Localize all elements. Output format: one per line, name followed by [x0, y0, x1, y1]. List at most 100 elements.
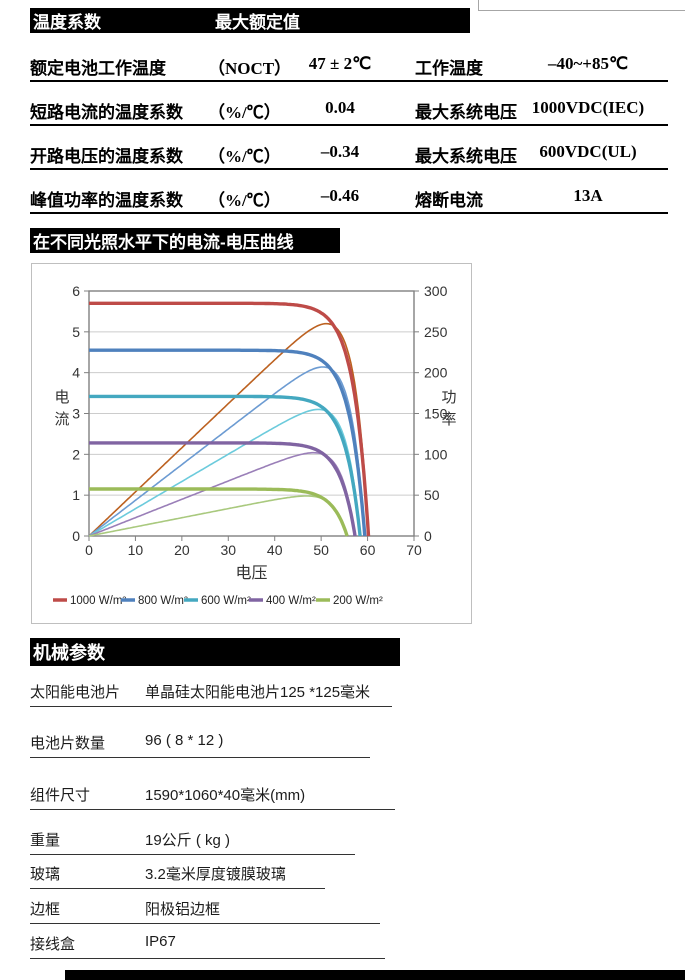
y-right-tick-label: 300 [424, 283, 448, 299]
spec-unit: （%/℃） [208, 147, 281, 166]
spec-unit: （NOCT） [208, 59, 292, 78]
iv-curve-0 [89, 301, 371, 537]
mech-value: 1590*1060*40毫米(mm) [145, 787, 306, 804]
mech-value: IP67 [145, 933, 176, 950]
mech-value: 19公斤 ( kg ) [145, 832, 231, 849]
iv-section-title: 在不同光照水平下的电流-电压曲线 [33, 233, 294, 252]
topright-cell-line [478, 0, 685, 11]
y-left-tick-label: 5 [72, 324, 80, 340]
y-right-tick-label: 200 [424, 365, 448, 381]
spec-row: 额定电池工作温度 （NOCT） 47 ± 2℃ 工作温度 –40~+85℃ [30, 52, 668, 82]
x-axis-title: 电压 [235, 564, 267, 582]
spec-label2: 最大系统电压 [415, 103, 517, 122]
spec-label: 短路电流的温度系数 [30, 103, 183, 122]
spec-value2: 600VDC(UL) [539, 142, 637, 161]
y-right-tick-label: 250 [424, 324, 448, 340]
mech-value: 单晶硅太阳能电池片125 *125毫米 [145, 684, 371, 701]
y-right-axis-title: 功率 [441, 389, 456, 428]
x-tick-label: 10 [128, 542, 144, 558]
y-right-tick-label: 0 [424, 528, 432, 544]
pv-curve-0 [88, 322, 370, 537]
legend-label: 1000 W/m² [70, 595, 126, 607]
y-left-tick-label: 4 [72, 365, 80, 381]
spec-value2: –40~+85℃ [547, 54, 629, 73]
mech-label: 太阳能电池片 [30, 684, 121, 701]
iv-curve-3 [89, 441, 357, 537]
mech-row: 组件尺寸 1590*1060*40毫米(mm) [30, 784, 395, 810]
y-left-tick-label: 6 [72, 283, 80, 299]
legend-item: 400 W/m² [249, 595, 316, 607]
x-tick-label: 70 [406, 542, 422, 558]
spec-header-col2: 最大额定值 [215, 13, 300, 32]
mech-value: 阳极铝边框 [145, 901, 221, 918]
iv-curve-2 [89, 394, 362, 537]
iv-curve-4 [89, 487, 349, 537]
spec-label2: 工作温度 [415, 59, 483, 78]
spec-row: 短路电流的温度系数 （%/℃） 0.04 最大系统电压 1000VDC(IEC) [30, 96, 668, 126]
y-right-tick-label: 50 [424, 487, 440, 503]
legend-item: 1000 W/m² [53, 595, 126, 607]
iv-pv-chart: 0 1 2 3 4 5 6 0 50 100 150 200 250 300 0 10 20 30 40 50 60 70… [31, 263, 472, 624]
x-tick-label: 0 [85, 542, 93, 558]
spec-value: 47 ± 2℃ [308, 54, 372, 73]
spec-value: –0.34 [320, 142, 360, 161]
mech-label: 接线盒 [30, 936, 76, 953]
legend-label: 400 W/m² [266, 595, 316, 607]
x-tick-label: 20 [174, 542, 190, 558]
x-tick-label: 50 [313, 542, 329, 558]
legend-label: 600 W/m² [201, 595, 251, 607]
mech-label: 组件尺寸 [30, 787, 91, 804]
x-tick-label: 40 [267, 542, 283, 558]
bottom-cutoff-bar [65, 970, 685, 980]
x-tick-label: 30 [220, 542, 236, 558]
iv-curve-1 [89, 348, 367, 537]
mech-label: 边框 [30, 901, 61, 918]
mech-row: 边框 阳极铝边框 [30, 898, 380, 924]
mech-value: 3.2毫米厚度镀膜玻璃 [145, 866, 286, 883]
legend-label: 800 W/m² [138, 595, 188, 607]
mech-row: 接线盒 IP67 [30, 933, 385, 959]
spec-unit: （%/℃） [208, 103, 281, 122]
spec-label: 峰值功率的温度系数 [30, 191, 183, 210]
mech-row: 太阳能电池片 单晶硅太阳能电池片125 *125毫米 [30, 681, 392, 707]
y-left-tick-label: 0 [72, 528, 80, 544]
mech-section-title: 机械参数 [33, 643, 105, 663]
mech-label: 玻璃 [30, 866, 61, 883]
legend-label: 200 W/m² [333, 595, 383, 607]
spec-header-col1: 温度系数 [33, 13, 101, 32]
spec-value2: 1000VDC(IEC) [531, 98, 645, 117]
x-tick-label: 60 [360, 542, 376, 558]
mech-row: 玻璃 3.2毫米厚度镀膜玻璃 [30, 863, 325, 889]
y-left-tick-label: 3 [72, 406, 80, 422]
y-left-tick-label: 1 [72, 487, 80, 503]
mech-section-header-bar: 机械参数 [30, 638, 400, 666]
spec-label: 开路电压的温度系数 [30, 147, 183, 166]
mech-row: 电池片数量 96 ( 8 * 12 ) [30, 732, 370, 758]
spec-label2: 最大系统电压 [415, 147, 517, 166]
y-right-tick-label: 150 [424, 406, 448, 422]
spec-row: 峰值功率的温度系数 （%/℃） –0.46 熔断电流 13A [30, 184, 668, 214]
y-right-tick-label: 100 [424, 446, 448, 462]
pv-curve-3 [88, 451, 356, 537]
spec-value2: 13A [573, 186, 603, 205]
legend-item: 800 W/m² [121, 595, 188, 607]
y-left-tick-label: 2 [72, 446, 80, 462]
spec-unit: （%/℃） [208, 191, 281, 210]
mech-label: 重量 [30, 832, 61, 849]
spec-value: –0.46 [320, 186, 360, 205]
spec-row: 开路电压的温度系数 （%/℃） –0.34 最大系统电压 600VDC(UL) [30, 140, 668, 170]
mech-label: 电池片数量 [30, 735, 106, 752]
spec-label: 额定电池工作温度 [30, 59, 166, 78]
spec-value: 0.04 [325, 98, 355, 117]
pv-curve-1 [88, 366, 366, 537]
y-left-axis-title: 电流 [54, 389, 69, 428]
mech-value: 96 ( 8 * 12 ) [145, 732, 224, 749]
spec-label2: 熔断电流 [415, 191, 483, 210]
legend-item: 600 W/m² [184, 595, 251, 607]
pv-curve-4 [88, 495, 348, 537]
iv-section-header-bar: 在不同光照水平下的电流-电压曲线 [30, 228, 340, 253]
mech-row: 重量 19公斤 ( kg ) [30, 829, 355, 855]
pv-curve-2 [88, 408, 361, 537]
legend-item: 200 W/m² [316, 595, 383, 607]
